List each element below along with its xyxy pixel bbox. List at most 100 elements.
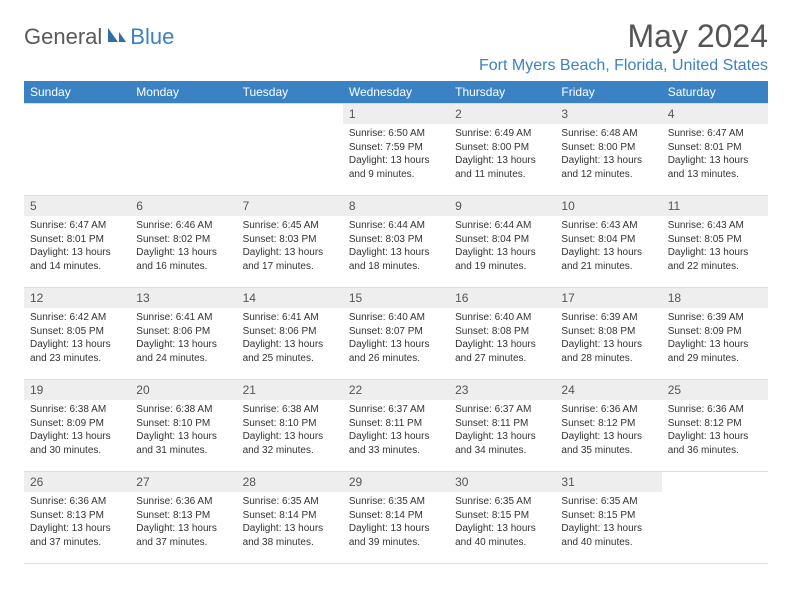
day-daylight: Daylight: 13 hours and 27 minutes. xyxy=(455,338,549,365)
calendar-cell: 12Sunrise: 6:42 AMSunset: 8:05 PMDayligh… xyxy=(24,288,130,380)
calendar-cell: 15Sunrise: 6:40 AMSunset: 8:07 PMDayligh… xyxy=(343,288,449,380)
day-number: 18 xyxy=(662,288,768,308)
day-sunrise: Sunrise: 6:36 AM xyxy=(668,403,762,417)
day-daylight: Daylight: 13 hours and 34 minutes. xyxy=(455,430,549,457)
calendar-cell: 18Sunrise: 6:39 AMSunset: 8:09 PMDayligh… xyxy=(662,288,768,380)
day-sunset: Sunset: 8:14 PM xyxy=(243,509,337,523)
day-sunrise: Sunrise: 6:41 AM xyxy=(136,311,230,325)
day-sunset: Sunset: 8:14 PM xyxy=(349,509,443,523)
day-sunset: Sunset: 8:11 PM xyxy=(349,417,443,431)
day-number: 21 xyxy=(237,380,343,400)
day-body: Sunrise: 6:35 AMSunset: 8:15 PMDaylight:… xyxy=(555,492,661,552)
day-sunset: Sunset: 8:09 PM xyxy=(668,325,762,339)
day-number: 14 xyxy=(237,288,343,308)
day-sunrise: Sunrise: 6:44 AM xyxy=(349,219,443,233)
calendar-cell: 28Sunrise: 6:35 AMSunset: 8:14 PMDayligh… xyxy=(237,472,343,564)
day-body: Sunrise: 6:43 AMSunset: 8:05 PMDaylight:… xyxy=(662,216,768,276)
calendar-week-row: 1Sunrise: 6:50 AMSunset: 7:59 PMDaylight… xyxy=(24,104,768,196)
day-number: 29 xyxy=(343,472,449,492)
calendar-cell: 16Sunrise: 6:40 AMSunset: 8:08 PMDayligh… xyxy=(449,288,555,380)
day-sunrise: Sunrise: 6:40 AM xyxy=(455,311,549,325)
calendar-cell: 31Sunrise: 6:35 AMSunset: 8:15 PMDayligh… xyxy=(555,472,661,564)
day-daylight: Daylight: 13 hours and 21 minutes. xyxy=(561,246,655,273)
day-body: Sunrise: 6:48 AMSunset: 8:00 PMDaylight:… xyxy=(555,124,661,184)
day-number: 3 xyxy=(555,104,661,124)
calendar-week-row: 19Sunrise: 6:38 AMSunset: 8:09 PMDayligh… xyxy=(24,380,768,472)
day-sunrise: Sunrise: 6:35 AM xyxy=(243,495,337,509)
weekday-header: Thursday xyxy=(449,81,555,104)
header: General Blue May 2024 Fort Myers Beach, … xyxy=(24,18,768,75)
day-number: 8 xyxy=(343,196,449,216)
calendar-cell: 6Sunrise: 6:46 AMSunset: 8:02 PMDaylight… xyxy=(130,196,236,288)
day-body: Sunrise: 6:38 AMSunset: 8:10 PMDaylight:… xyxy=(237,400,343,460)
day-number: 23 xyxy=(449,380,555,400)
day-body: Sunrise: 6:41 AMSunset: 8:06 PMDaylight:… xyxy=(237,308,343,368)
day-sunrise: Sunrise: 6:43 AM xyxy=(668,219,762,233)
logo-sail-icon xyxy=(106,26,128,49)
day-sunrise: Sunrise: 6:49 AM xyxy=(455,127,549,141)
day-body: Sunrise: 6:47 AMSunset: 8:01 PMDaylight:… xyxy=(24,216,130,276)
day-sunset: Sunset: 8:00 PM xyxy=(561,141,655,155)
calendar-week-row: 12Sunrise: 6:42 AMSunset: 8:05 PMDayligh… xyxy=(24,288,768,380)
day-sunrise: Sunrise: 6:38 AM xyxy=(30,403,124,417)
day-sunset: Sunset: 8:01 PM xyxy=(668,141,762,155)
calendar-cell: 30Sunrise: 6:35 AMSunset: 8:15 PMDayligh… xyxy=(449,472,555,564)
day-sunrise: Sunrise: 6:43 AM xyxy=(561,219,655,233)
day-daylight: Daylight: 13 hours and 23 minutes. xyxy=(30,338,124,365)
calendar-cell: 4Sunrise: 6:47 AMSunset: 8:01 PMDaylight… xyxy=(662,104,768,196)
day-sunrise: Sunrise: 6:38 AM xyxy=(136,403,230,417)
title-block: May 2024 Fort Myers Beach, Florida, Unit… xyxy=(479,18,768,75)
day-sunset: Sunset: 8:10 PM xyxy=(243,417,337,431)
day-sunset: Sunset: 8:10 PM xyxy=(136,417,230,431)
calendar-cell: 25Sunrise: 6:36 AMSunset: 8:12 PMDayligh… xyxy=(662,380,768,472)
day-body: Sunrise: 6:42 AMSunset: 8:05 PMDaylight:… xyxy=(24,308,130,368)
day-number: 11 xyxy=(662,196,768,216)
day-daylight: Daylight: 13 hours and 37 minutes. xyxy=(136,522,230,549)
calendar-cell: 17Sunrise: 6:39 AMSunset: 8:08 PMDayligh… xyxy=(555,288,661,380)
day-daylight: Daylight: 13 hours and 40 minutes. xyxy=(561,522,655,549)
calendar-cell: 13Sunrise: 6:41 AMSunset: 8:06 PMDayligh… xyxy=(130,288,236,380)
day-sunset: Sunset: 8:05 PM xyxy=(30,325,124,339)
day-number: 28 xyxy=(237,472,343,492)
day-daylight: Daylight: 13 hours and 12 minutes. xyxy=(561,154,655,181)
weekday-header-row: SundayMondayTuesdayWednesdayThursdayFrid… xyxy=(24,81,768,104)
page-title: May 2024 xyxy=(479,18,768,55)
day-body: Sunrise: 6:40 AMSunset: 8:07 PMDaylight:… xyxy=(343,308,449,368)
day-number: 20 xyxy=(130,380,236,400)
day-number: 12 xyxy=(24,288,130,308)
day-sunrise: Sunrise: 6:36 AM xyxy=(136,495,230,509)
day-daylight: Daylight: 13 hours and 11 minutes. xyxy=(455,154,549,181)
day-daylight: Daylight: 13 hours and 36 minutes. xyxy=(668,430,762,457)
day-sunrise: Sunrise: 6:50 AM xyxy=(349,127,443,141)
day-sunset: Sunset: 8:05 PM xyxy=(668,233,762,247)
day-daylight: Daylight: 13 hours and 31 minutes. xyxy=(136,430,230,457)
day-sunset: Sunset: 8:04 PM xyxy=(455,233,549,247)
calendar-cell xyxy=(24,104,130,196)
day-daylight: Daylight: 13 hours and 40 minutes. xyxy=(455,522,549,549)
day-sunset: Sunset: 8:12 PM xyxy=(561,417,655,431)
day-sunrise: Sunrise: 6:40 AM xyxy=(349,311,443,325)
day-sunrise: Sunrise: 6:47 AM xyxy=(668,127,762,141)
calendar-cell: 23Sunrise: 6:37 AMSunset: 8:11 PMDayligh… xyxy=(449,380,555,472)
day-sunset: Sunset: 8:03 PM xyxy=(349,233,443,247)
calendar-cell xyxy=(130,104,236,196)
day-sunset: Sunset: 7:59 PM xyxy=(349,141,443,155)
calendar-cell: 20 Sunrise: 6:38 AMSunset: 8:10 PMDayligh… xyxy=(130,380,236,472)
day-body: Sunrise: 6:38 AMSunset: 8:09 PMDaylight:… xyxy=(24,400,130,460)
day-sunset: Sunset: 8:07 PM xyxy=(349,325,443,339)
day-sunset: Sunset: 8:02 PM xyxy=(136,233,230,247)
day-sunset: Sunset: 8:12 PM xyxy=(668,417,762,431)
day-number: 5 xyxy=(24,196,130,216)
day-body: Sunrise: 6:43 AMSunset: 8:04 PMDaylight:… xyxy=(555,216,661,276)
day-sunrise: Sunrise: 6:39 AM xyxy=(668,311,762,325)
calendar-cell: 2Sunrise: 6:49 AMSunset: 8:00 PMDaylight… xyxy=(449,104,555,196)
day-sunrise: Sunrise: 6:36 AM xyxy=(561,403,655,417)
day-daylight: Daylight: 13 hours and 18 minutes. xyxy=(349,246,443,273)
day-body: Sunrise: 6:46 AMSunset: 8:02 PMDaylight:… xyxy=(130,216,236,276)
day-number: 10 xyxy=(555,196,661,216)
weekday-header: Tuesday xyxy=(237,81,343,104)
day-sunrise: Sunrise: 6:42 AM xyxy=(30,311,124,325)
day-body: Sunrise: 6:36 AMSunset: 8:12 PMDaylight:… xyxy=(662,400,768,460)
day-number: 7 xyxy=(237,196,343,216)
day-number: 2 xyxy=(449,104,555,124)
